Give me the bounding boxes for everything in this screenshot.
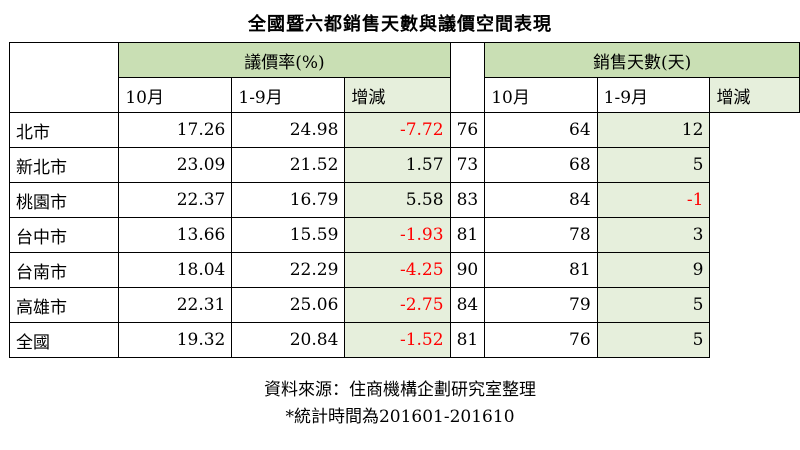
bargain-oct-cell: 22.31 [118,287,233,323]
days-ytd-cell: 64 [484,112,598,148]
sub-header-row: 10月 1-9月 增減 10月 1-9月 增減 [10,77,800,113]
bargain-chg-cell: -1.93 [344,217,451,253]
table-row: 高雄市 22.31 25.06 -2.75 84 79 5 [8,287,800,323]
period-note: *統計時間為201601-201610 [285,407,515,427]
days-oct-cell: 81 [449,322,486,358]
city-cell: 台中市 [8,217,120,253]
bargain-chg-cell: 1.57 [344,147,451,183]
days-oct-cell: 83 [449,182,486,218]
city-cell: 全國 [8,322,120,358]
city-cell: 高雄市 [8,287,120,323]
bargain-oct-cell: 13.66 [118,217,233,253]
days-oct-header: 10月 [484,77,598,113]
bargain-oct-cell: 23.09 [118,147,233,183]
bargain-ytd-cell: 16.79 [231,182,346,218]
days-oct-cell: 81 [449,217,486,253]
bargain-oct-cell: 22.37 [118,182,233,218]
bargain-ytd-cell: 25.06 [231,287,346,323]
bargain-chg-cell: -1.52 [344,322,451,358]
days-chg-cell: 9 [596,252,711,288]
city-cell: 台南市 [8,252,120,288]
bargain-oct-cell: 17.26 [118,112,233,148]
days-oct-cell: 90 [449,252,486,288]
bargain-oct-cell: 18.04 [118,252,233,288]
days-chg-cell: -1 [596,182,711,218]
table-row: 台中市 13.66 15.59 -1.93 81 78 3 [8,217,800,253]
bargain-group-header: 議價率(%) [118,42,451,78]
days-chg-cell: 3 [596,217,711,253]
table-row: 新北市 23.09 21.52 1.57 73 68 5 [8,147,800,183]
data-table: 議價率(%) 銷售天數(天) 10月 1-9月 增減 10月 1-9月 增減 北… [8,42,800,358]
table-row: 北市 17.26 24.98 -7.72 76 64 12 [8,112,800,148]
bargain-ytd-cell: 21.52 [231,147,346,183]
city-cell: 桃園市 [8,182,120,218]
bargain-ytd-cell: 22.29 [231,252,346,288]
bargain-oct-header: 10月 [118,77,233,113]
group-header-row: 議價率(%) 銷售天數(天) [8,42,800,113]
days-oct-cell: 73 [449,147,486,183]
corner-cell [8,42,120,113]
bargain-ytd-cell: 24.98 [231,112,346,148]
bargain-oct-cell: 19.32 [118,322,233,358]
city-cell: 新北市 [8,147,120,183]
days-ytd-cell: 76 [484,322,598,358]
bargain-ytd-header: 1-9月 [231,77,346,113]
days-ytd-cell: 84 [484,182,598,218]
table-title: 全國暨六都銷售天數與議價空間表現 [248,14,552,35]
days-ytd-header: 1-9月 [596,77,711,113]
source-note: 資料來源：住商機構企劃研究室整理 [264,380,536,400]
bargain-ytd-cell: 15.59 [231,217,346,253]
days-oct-cell: 84 [449,287,486,323]
days-ytd-cell: 79 [484,287,598,323]
bargain-chg-header: 增減 [344,77,451,113]
days-chg-cell: 5 [596,287,711,323]
table-row: 桃園市 22.37 16.79 5.58 83 84 -1 [8,182,800,218]
days-chg-header: 增減 [709,77,800,113]
days-chg-cell: 5 [596,322,711,358]
days-oct-cell: 76 [449,112,486,148]
days-ytd-cell: 68 [484,147,598,183]
column-gap [449,42,486,113]
bargain-chg-cell: 5.58 [344,182,451,218]
bargain-chg-cell: -4.25 [344,252,451,288]
bargain-chg-cell: -7.72 [344,112,451,148]
days-chg-cell: 12 [596,112,711,148]
bargain-chg-cell: -2.75 [344,287,451,323]
table-row: 台南市 18.04 22.29 -4.25 90 81 9 [8,252,800,288]
days-chg-cell: 5 [596,147,711,183]
bargain-ytd-cell: 20.84 [231,322,346,358]
days-ytd-cell: 81 [484,252,598,288]
city-cell: 北市 [8,112,120,148]
days-group-header: 銷售天數(天) [484,42,800,78]
days-ytd-cell: 78 [484,217,598,253]
table-row: 全國 19.32 20.84 -1.52 81 76 5 [8,322,800,358]
